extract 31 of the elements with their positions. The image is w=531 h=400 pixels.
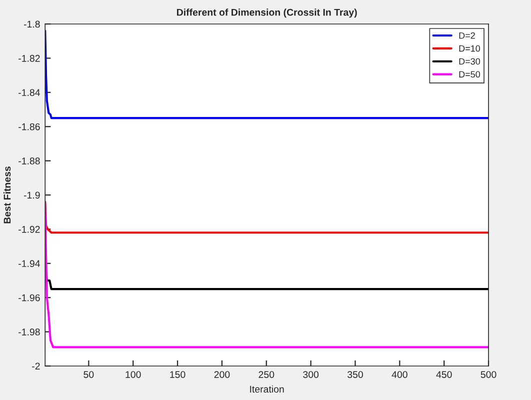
x-tick-label: 100	[126, 371, 141, 378]
y-tick-label: -1.9	[24, 192, 40, 199]
legend-label: D=10	[459, 45, 480, 52]
x-tick-label: 150	[170, 371, 186, 378]
x-tick-label: 500	[480, 371, 496, 378]
y-tick-label: -1.84	[18, 89, 40, 96]
y-tick-label: -2	[32, 362, 40, 370]
y-tick-label: -1.8	[24, 20, 40, 28]
line-series	[45, 30, 489, 120]
legend-label: D=30	[459, 58, 480, 65]
y-axis-title: Best Fitness	[4, 166, 11, 224]
x-tick-label: 250	[258, 371, 274, 378]
legend-label: D=2	[459, 32, 475, 39]
x-tick-label: 400	[392, 371, 408, 378]
x-tick-label: 450	[436, 371, 452, 378]
y-tick-label: -1.98	[18, 328, 40, 336]
x-axis-title: Iteration	[250, 385, 284, 393]
chart-title: Different of Dimension (Crossit In Tray)	[177, 8, 357, 18]
x-tick-label: 350	[348, 371, 363, 378]
legend-label: D=50	[459, 71, 480, 78]
x-tick-label: 300	[303, 371, 319, 378]
line-series	[45, 202, 489, 348]
y-tick-label: -1.82	[18, 54, 40, 62]
x-tick-label: 200	[214, 371, 230, 378]
y-tick-label: -1.86	[18, 123, 40, 130]
y-tick-label: -1.94	[18, 260, 40, 268]
y-tick-label: -1.92	[18, 226, 40, 233]
line-series	[45, 200, 489, 234]
y-tick-label: -1.88	[18, 158, 40, 164]
y-tick-label: -1.96	[18, 294, 40, 302]
x-tick-label: 50	[84, 371, 94, 378]
